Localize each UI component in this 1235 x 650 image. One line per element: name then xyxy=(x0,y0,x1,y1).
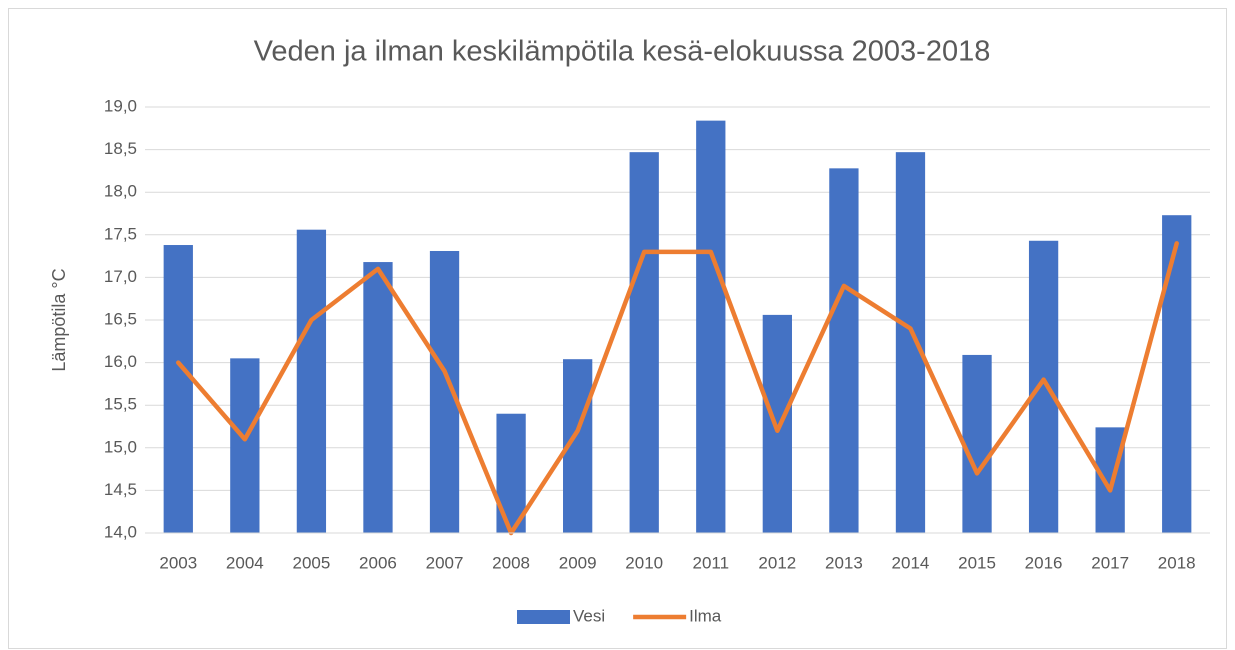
y-tick-label: 16,5 xyxy=(104,309,137,328)
chart-title: Veden ja ilman keskilämpötila kesä-eloku… xyxy=(254,36,991,68)
y-tick-label: 19,0 xyxy=(104,96,137,115)
bar xyxy=(895,152,926,533)
y-tick-label: 14,5 xyxy=(104,480,137,499)
x-tick-label: 2007 xyxy=(426,553,464,572)
x-tick-label: 2015 xyxy=(958,553,996,572)
bar xyxy=(629,152,659,533)
x-tick-label: 2011 xyxy=(693,553,730,572)
y-tick-label: 15,0 xyxy=(104,437,137,456)
x-tick-label: 2014 xyxy=(892,553,930,572)
legend-swatch xyxy=(517,610,570,624)
x-tick-label: 2005 xyxy=(292,553,330,572)
x-tick-label: 2016 xyxy=(1025,553,1063,572)
line xyxy=(176,241,1179,536)
x-tick-label: 2004 xyxy=(226,553,264,572)
bar xyxy=(696,120,726,533)
x-tick-label: 2010 xyxy=(625,553,663,572)
bar xyxy=(1095,427,1125,533)
x-tick-label: 2018 xyxy=(1158,553,1196,572)
legend-label: Vesi xyxy=(573,606,605,625)
bar xyxy=(1028,240,1059,533)
bar xyxy=(296,229,327,534)
y-axis-label: Lämpötila °C xyxy=(49,268,69,371)
x-tick-label: 2006 xyxy=(359,553,397,572)
x-tick-label: 2009 xyxy=(559,553,597,572)
legend-label: Ilma xyxy=(689,606,722,625)
y-tick-label: 15,5 xyxy=(104,395,137,414)
bar xyxy=(829,168,859,533)
y-tick-label: 14,0 xyxy=(104,522,137,541)
x-tick-label: 2017 xyxy=(1091,553,1129,572)
y-tick-label: 16,0 xyxy=(104,352,137,371)
y-tick-label: 18,0 xyxy=(104,182,137,201)
x-tick-label: 2012 xyxy=(758,553,796,572)
bar xyxy=(762,314,792,533)
y-tick-label: 17,5 xyxy=(104,224,137,243)
bar xyxy=(962,354,992,533)
bar xyxy=(163,245,193,534)
x-tick-label: 2013 xyxy=(825,553,863,572)
bar xyxy=(363,262,393,533)
y-tick-label: 17,0 xyxy=(104,267,137,286)
x-tick-label: 2008 xyxy=(492,553,530,572)
y-tick-label: 18,5 xyxy=(104,139,137,158)
x-tick-label: 2003 xyxy=(159,553,197,572)
bar xyxy=(230,358,260,533)
bar xyxy=(1162,215,1192,534)
